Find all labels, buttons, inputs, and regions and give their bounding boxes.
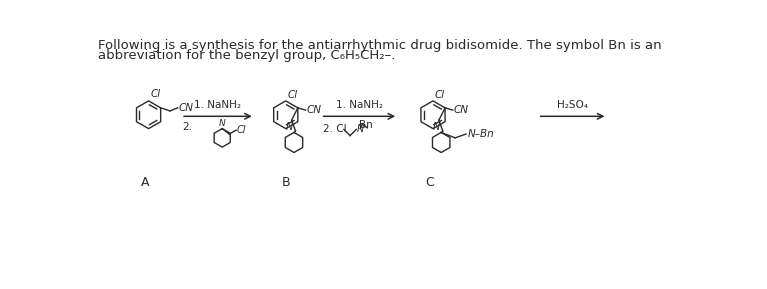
Text: CN: CN [453,105,469,115]
Text: CN: CN [306,105,321,115]
Text: A: A [140,176,149,189]
Text: Cl: Cl [288,90,298,100]
Text: 2.: 2. [183,122,193,132]
Text: Following is a synthesis for the antiarrhythmic drug bidisomide. The symbol Bn i: Following is a synthesis for the antiarr… [98,39,662,52]
Text: Cl: Cl [237,125,246,135]
Text: CN: CN [179,103,193,113]
Text: B: B [281,176,290,189]
Text: 2. Cl: 2. Cl [323,124,347,134]
Text: Cl: Cl [435,90,445,100]
Text: H₂SO₄: H₂SO₄ [557,100,588,110]
Text: C: C [425,176,433,189]
Text: N: N [219,119,225,128]
Text: 1. NaNH₂: 1. NaNH₂ [336,100,383,110]
Text: Cl: Cl [151,89,161,99]
Text: 1. NaNH₂: 1. NaNH₂ [195,100,242,110]
Text: N: N [357,124,364,134]
Text: abbreviation for the benzyl group, C₆H₅CH₂–.: abbreviation for the benzyl group, C₆H₅C… [98,49,396,62]
Text: N–Bn: N–Bn [468,129,494,139]
Text: Bn: Bn [359,120,373,130]
Text: N: N [286,122,293,132]
Text: N: N [433,122,440,132]
